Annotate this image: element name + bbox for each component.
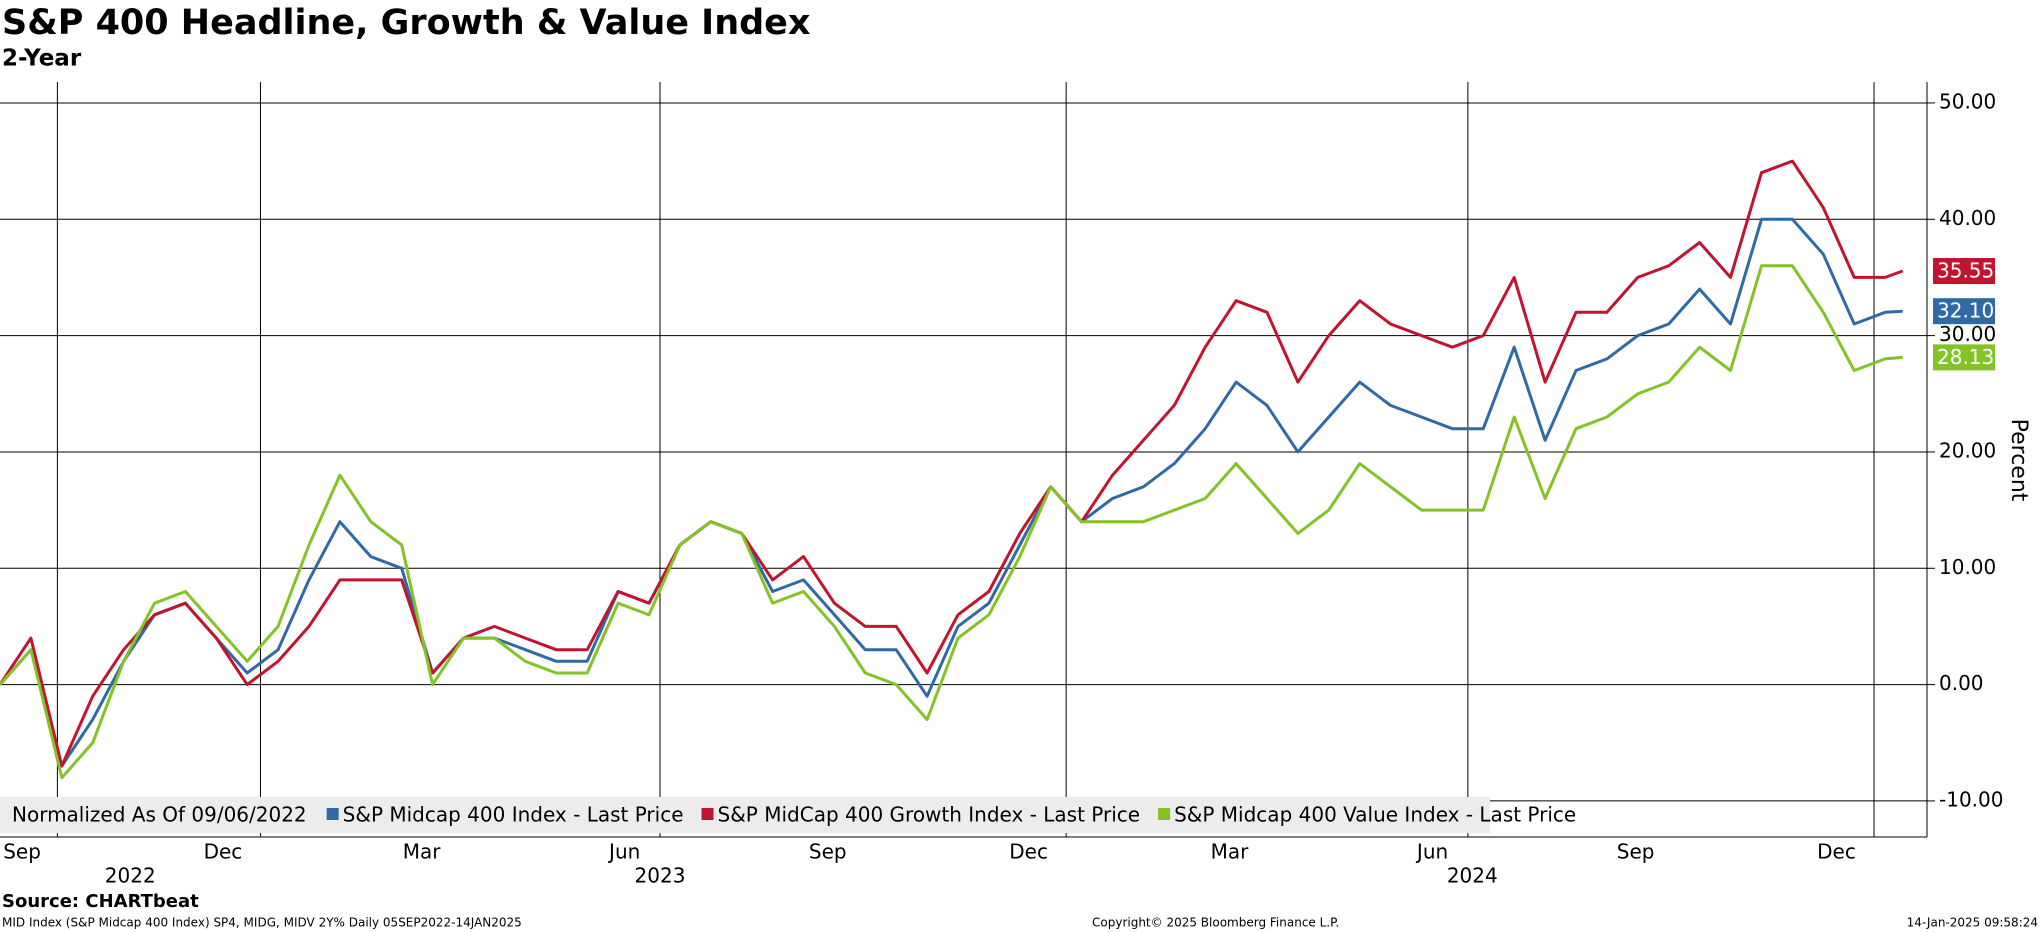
x-tick-label: Mar [1211,840,1250,864]
x-year-label: 2023 [635,864,686,888]
footer-right: 14-Jan-2025 09:58:24 [1907,916,2038,930]
x-tick-label: Dec [1817,840,1856,864]
x-year-label: 2024 [1447,864,1498,888]
x-tick-label: Sep [809,840,847,864]
y-tick-label: 40.00 [1939,206,1996,230]
chart-title: S&P 400 Headline, Growth & Value Index [2,3,811,43]
last-value-box [1933,298,1995,325]
x-tick-label: Jun [607,840,640,864]
x-tick-label: Dec [204,840,243,864]
series-line [0,159,1904,768]
last-value-box [1933,258,1995,285]
y-tick-label: 50.00 [1939,89,1996,113]
footer-center: Copyright© 2025 Bloomberg Finance L.P. [1092,916,1339,930]
y-tick-label: 0.00 [1939,671,1984,695]
x-year-label: 2022 [105,864,156,888]
y-tick-label: 20.00 [1939,438,1996,462]
source: Source: CHARTbeat [2,891,199,912]
footer-left: MID Index (S&P Midcap 400 Index) SP4, MI… [2,916,522,930]
legend-label: S&P Midcap 400 Value Index - Last Price [1174,803,1576,827]
last-value-label: 32.10 [1937,299,1994,323]
x-tick-label: Sep [1617,840,1655,864]
legend-swatch [701,808,714,820]
x-tick-label: Dec [1009,840,1048,864]
y-tick-label: -10.00 [1939,787,2003,811]
chart-subtitle: 2-Year [2,46,82,72]
legend-label: S&P Midcap 400 Index - Last Price [343,803,684,827]
y-tick-label: 10.00 [1939,555,1996,579]
x-tick-label: Sep [3,840,41,864]
legend-bg [0,797,1490,833]
y-axis-label: Percent [2006,419,2031,502]
x-tick-label: Mar [403,840,442,864]
legend-swatch [326,808,339,820]
x-tick-label: Jun [1415,840,1448,864]
last-value-box [1933,344,1995,371]
series-line [0,264,1903,780]
legend-label: S&P MidCap 400 Growth Index - Last Price [718,803,1141,827]
legend-note: Normalized As Of 09/06/2022 [12,803,307,827]
last-value-label: 28.13 [1937,345,1994,369]
last-value-label: 35.55 [1937,259,1994,283]
legend-swatch [1158,808,1171,820]
series-line [0,217,1903,768]
y-tick-label: 30.00 [1939,322,1996,346]
